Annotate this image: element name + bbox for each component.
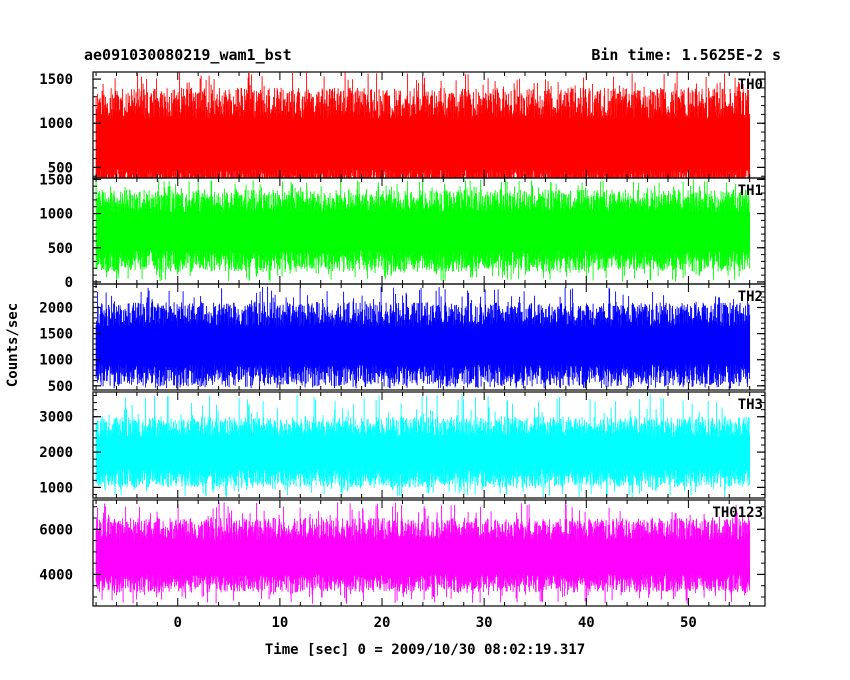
- y-tick-label: 6000: [39, 522, 73, 538]
- y-tick-label: 1000: [39, 207, 73, 223]
- y-tick-label: 500: [48, 241, 73, 257]
- x-tick-label: 50: [680, 615, 697, 631]
- y-axis-label: Counts/sec: [5, 303, 21, 387]
- y-tick-label: 2000: [39, 445, 73, 461]
- panels-group: 500 1000 1500 TH0 0 500 1000 1500 TH1 500 1000 1500…: [39, 71, 766, 607]
- plot-title: ae091030080219_wam1_bst: [84, 46, 292, 64]
- lightcurve-core-th1: [96, 214, 750, 249]
- y-tick-label: 1000: [39, 116, 73, 132]
- panel-label-th1: TH1: [738, 183, 763, 199]
- panel-label-th0123: TH0123: [712, 505, 763, 521]
- y-tick-label: 1000: [39, 480, 73, 496]
- lightcurve-core-th3: [96, 438, 750, 468]
- y-tick-label: 4000: [39, 567, 73, 583]
- y-tick-label: 3000: [39, 410, 73, 426]
- panel-th3: 1000 2000 3000 TH3: [39, 391, 766, 499]
- panel-frame: [92, 283, 766, 391]
- x-axis-label: Time [sec] 0 = 2009/10/30 08:02:19.317: [265, 642, 585, 658]
- y-tick-label: 1000: [39, 353, 73, 369]
- x-tick-label: 0: [174, 615, 182, 631]
- x-tick-label: 40: [578, 615, 595, 631]
- panel-label-th3: TH3: [738, 397, 763, 413]
- lightcurve-core-th0: [96, 120, 750, 168]
- x-axis: 0 10 20 30 40 50: [174, 615, 697, 631]
- x-tick-label: 20: [374, 615, 391, 631]
- panel-th2: 500 1000 1500 2000 TH2: [39, 283, 766, 395]
- panel-frame: [92, 499, 766, 607]
- lightcurve-core-th2: [96, 328, 750, 364]
- panel-th1: 0 500 1000 1500 TH1: [39, 172, 766, 291]
- panel-th0: 500 1000 1500 TH0: [39, 71, 766, 179]
- y-tick-label: 500: [48, 160, 73, 176]
- bin-time-label: Bin time: 1.5625E-2 s: [591, 46, 781, 64]
- panel-label-th0: TH0: [738, 77, 763, 93]
- y-tick-label: 2000: [39, 300, 73, 316]
- y-tick-label: 1500: [39, 72, 73, 88]
- x-tick-label: 10: [271, 615, 288, 631]
- panel-th0123: 4000 6000 TH0123: [39, 499, 766, 607]
- y-tick-label: 500: [48, 379, 73, 395]
- x-tick-label: 30: [476, 615, 493, 631]
- lightcurve-core-th0123: [96, 541, 750, 573]
- panel-label-th2: TH2: [738, 289, 763, 305]
- y-tick-label: 1500: [39, 172, 73, 188]
- y-tick-label: 0: [65, 275, 73, 291]
- y-tick-label: 1500: [39, 327, 73, 343]
